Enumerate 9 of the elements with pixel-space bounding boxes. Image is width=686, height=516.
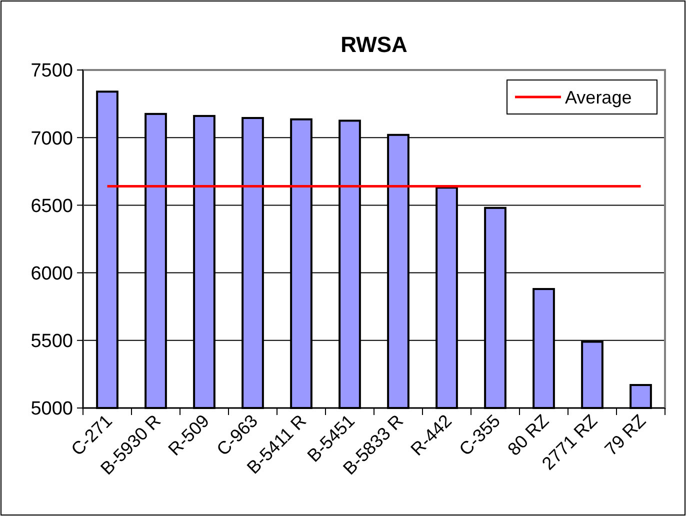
x-tick-label: 79 RZ — [600, 410, 650, 460]
chart-title: RWSA — [340, 32, 408, 57]
legend-label: Average — [565, 87, 632, 108]
y-tick-label: 6000 — [30, 263, 73, 284]
y-tick-label: 7000 — [30, 128, 73, 150]
y-tick-label: 6500 — [30, 196, 73, 217]
y-tick-label: 5500 — [30, 331, 73, 352]
y-tick-label: 7500 — [30, 60, 73, 82]
y-tick-label: 5000 — [30, 398, 73, 420]
